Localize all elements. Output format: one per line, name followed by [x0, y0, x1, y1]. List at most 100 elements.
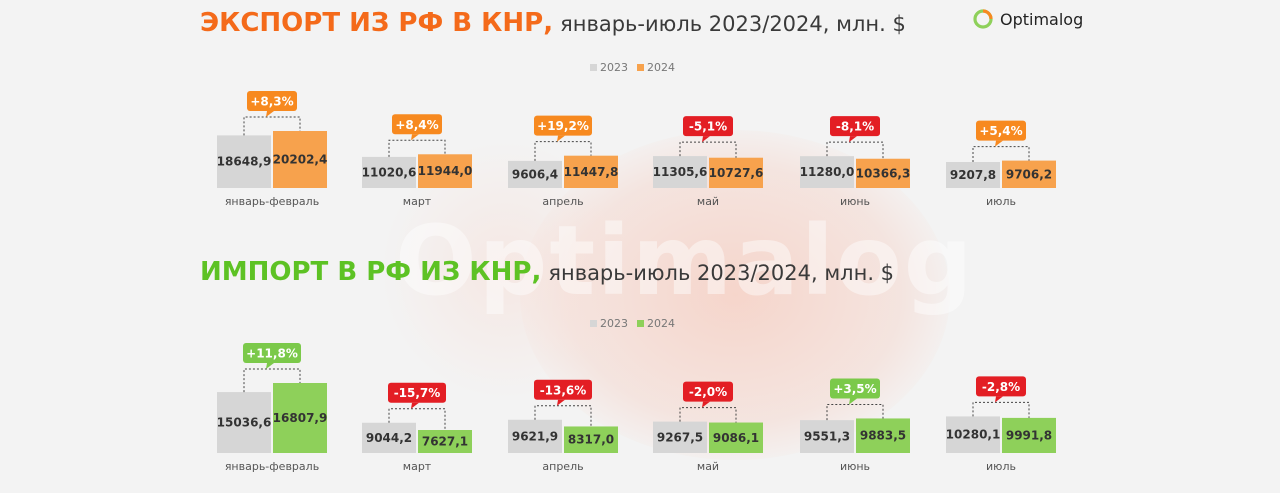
value-label-2023: 9551,3 [804, 430, 850, 444]
change-bracket [534, 405, 592, 427]
category-label: апрель [542, 195, 583, 208]
change-badge-label: +19,2% [537, 119, 589, 133]
bar-2023 [362, 156, 416, 188]
category-label: март [403, 460, 432, 473]
bar-2024 [709, 157, 763, 188]
change-badge [388, 382, 446, 403]
bar-2024 [1002, 417, 1056, 453]
bar-2023 [217, 135, 271, 188]
change-badge-pointer [995, 396, 1003, 403]
value-label-2023: 9621,9 [512, 429, 558, 443]
change-badge [392, 114, 442, 135]
value-label-2024: 11944,0 [418, 164, 473, 178]
bar-2023 [800, 156, 854, 188]
legend-label-2024: 2024 [647, 61, 675, 74]
change-badge-pointer [702, 136, 710, 143]
import-chart: 2023 2024 15036,6 16807,9 январь-февраль +11,… [217, 317, 1056, 473]
change-bracket [972, 401, 1030, 418]
change-badge-pointer [411, 402, 419, 409]
change-badge-label: +8,4% [395, 118, 438, 132]
change-bracket [826, 403, 884, 421]
value-label-2024: 7627,1 [422, 435, 468, 449]
value-label-2024: 8317,0 [568, 433, 614, 447]
category-label: июнь [840, 460, 870, 473]
change-badge-pointer [266, 111, 274, 117]
bar-2024 [418, 430, 472, 453]
brand-logo: Optimalog [972, 8, 1083, 30]
change-badge-label: +8,3% [250, 95, 293, 109]
category-label: апрель [542, 460, 583, 473]
legend-label-2023: 2023 [600, 317, 628, 330]
bar-2024 [273, 131, 327, 188]
category-label: июнь [840, 195, 870, 208]
bar-2023 [800, 420, 854, 453]
legend-swatch-2023 [590, 320, 597, 327]
bar-2024 [273, 383, 327, 453]
change-bracket [243, 116, 301, 136]
change-badge [247, 91, 297, 111]
change-badge-label: -2,0% [689, 385, 727, 399]
value-label-2024: 9706,2 [1006, 167, 1052, 181]
watermark: Optimalog [395, 205, 975, 317]
category-label: январь-февраль [225, 460, 319, 473]
category-label: июль [986, 460, 1016, 473]
bar-2023 [508, 160, 562, 188]
bar-2023 [946, 162, 1000, 188]
value-label-2024: 10727,6 [709, 166, 764, 180]
change-badge-pointer [557, 135, 565, 142]
bar-2023 [946, 416, 1000, 453]
export-chart: 2023 2024 18648,9 20202,4 январь-февраль +8,3… [217, 61, 1056, 208]
export-title-rest: январь-июль 2023/2024, млн. $ [560, 12, 906, 36]
value-label-2023: 9207,8 [950, 168, 996, 182]
change-badge [534, 115, 592, 136]
change-bracket [534, 141, 592, 161]
category-label: май [697, 195, 719, 208]
change-bracket [826, 141, 884, 159]
change-bracket [388, 139, 446, 157]
change-badge-label: -15,7% [394, 386, 441, 400]
change-badge [243, 343, 301, 363]
bar-2023 [653, 156, 707, 188]
change-badge-label: +5,4% [979, 124, 1022, 138]
value-label-2024: 9991,8 [1006, 428, 1052, 442]
value-label-2023: 9606,4 [512, 167, 558, 181]
import-title-rest: январь-июль 2023/2024, млн. $ [548, 261, 895, 285]
import-title-bold: ИМПОРТ В РФ ИЗ КНР, [200, 257, 542, 287]
value-label-2024: 11447,8 [564, 165, 619, 179]
value-label-2023: 10280,1 [946, 428, 1001, 442]
change-badge [534, 379, 592, 400]
bar-2024 [709, 422, 763, 453]
import-title: ИМПОРТ В РФ ИЗ КНР, январь-июль 2023/202… [200, 257, 894, 287]
change-badge-label: -2,8% [982, 380, 1020, 394]
category-label: май [697, 460, 719, 473]
change-badge-pointer [849, 398, 857, 405]
value-label-2023: 9267,5 [657, 430, 703, 444]
legend-swatch-2023 [590, 64, 597, 71]
value-label-2023: 9044,2 [366, 431, 412, 445]
change-bracket [679, 141, 737, 158]
bar-2023 [362, 422, 416, 453]
change-badge-pointer [411, 134, 419, 141]
change-badge-label: +11,8% [246, 347, 298, 361]
change-badge-label: -8,1% [836, 120, 874, 134]
bar-2024 [1002, 160, 1056, 188]
change-badge [830, 378, 880, 399]
change-bracket [388, 408, 446, 430]
value-label-2023: 11305,6 [653, 165, 708, 179]
value-label-2024: 20202,4 [273, 153, 328, 167]
export-title-bold: ЭКСПОРТ ИЗ РФ В КНР, [200, 8, 554, 38]
value-label-2023: 15036,6 [217, 416, 272, 430]
bar-2024 [856, 158, 910, 188]
change-badge [976, 376, 1026, 397]
value-label-2024: 10366,3 [856, 166, 911, 180]
change-badge [683, 381, 733, 402]
bar-2024 [418, 154, 472, 188]
export-title: ЭКСПОРТ ИЗ РФ В КНР, январь-июль 2023/20… [200, 8, 906, 38]
change-bracket [679, 407, 737, 423]
logo-ring-icon [973, 9, 993, 29]
bar-2024 [856, 418, 910, 453]
change-badge [830, 116, 880, 137]
logo-text: Optimalog [1000, 9, 1084, 29]
change-badge-pointer [557, 399, 565, 406]
legend-swatch-2024 [637, 320, 644, 327]
